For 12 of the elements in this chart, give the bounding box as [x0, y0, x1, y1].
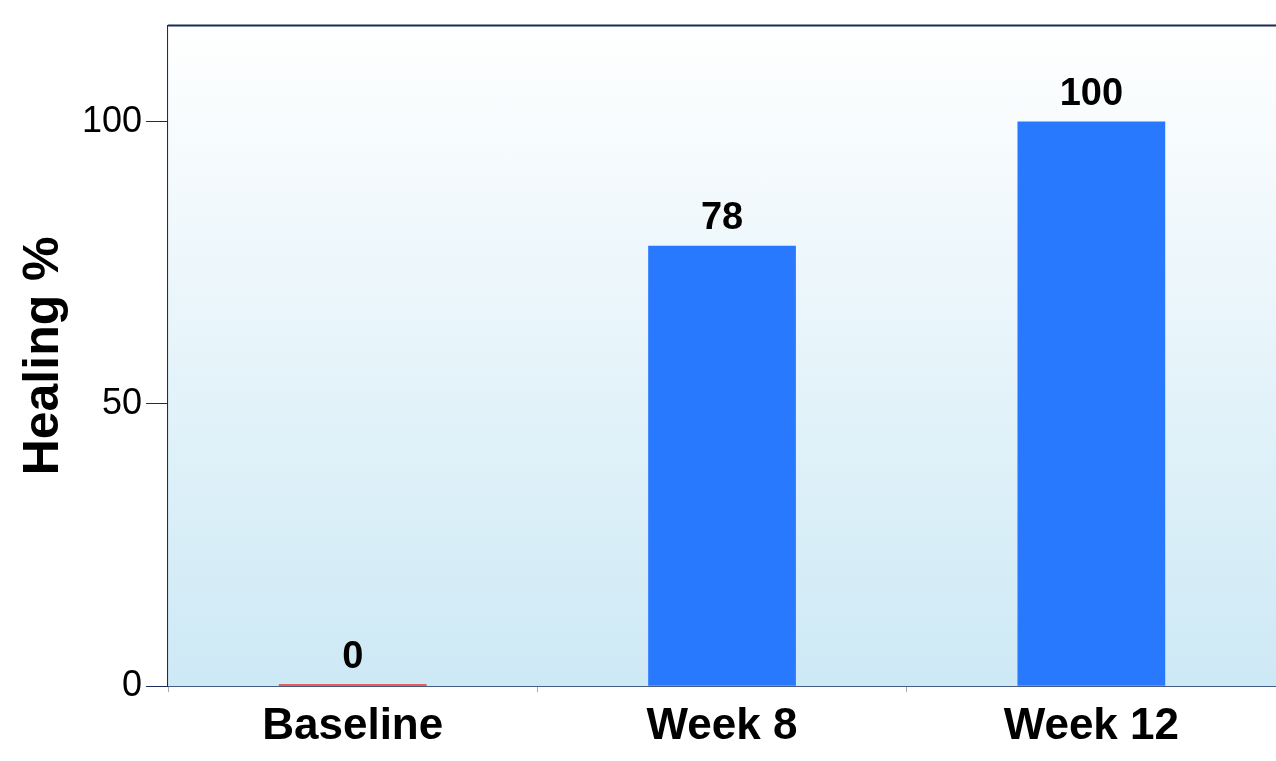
x-tick-label: Week 8 [646, 698, 798, 748]
y-tick-label: 100 [81, 98, 143, 140]
y-axis-title: Healing % [12, 236, 69, 476]
bar [1017, 121, 1166, 686]
data-label: 78 [700, 195, 744, 238]
y-tick-label: 0 [122, 663, 143, 705]
bar [648, 245, 796, 686]
x-tick-label: Week 12 [1003, 698, 1179, 748]
data-label: 100 [1059, 71, 1124, 114]
x-tick-label: Baseline [262, 698, 444, 748]
data-label: 0 [342, 633, 364, 676]
y-tick-label: 50 [102, 380, 143, 422]
